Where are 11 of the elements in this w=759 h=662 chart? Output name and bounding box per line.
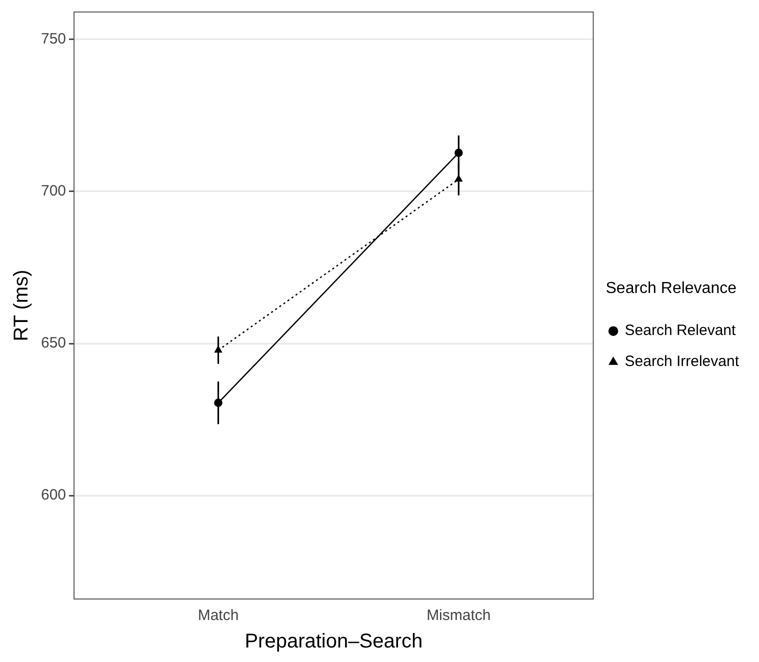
legend-label: Search Irrelevant: [624, 353, 740, 370]
x-tick-label: Match: [198, 607, 239, 624]
legend-label: Search Relevant: [624, 322, 737, 340]
y-tick-label: 600: [40, 486, 66, 504]
y-axis-title: RT (ms): [10, 270, 33, 342]
x-tick-label: Mismatch: [426, 607, 491, 624]
y-tick-label: 750: [40, 30, 66, 48]
legend-title: Search Relevance: [606, 280, 737, 297]
y-tick-label: 700: [40, 182, 66, 200]
y-tick-label: 650: [40, 334, 66, 352]
x-axis-title: Preparation–Search: [244, 630, 423, 653]
